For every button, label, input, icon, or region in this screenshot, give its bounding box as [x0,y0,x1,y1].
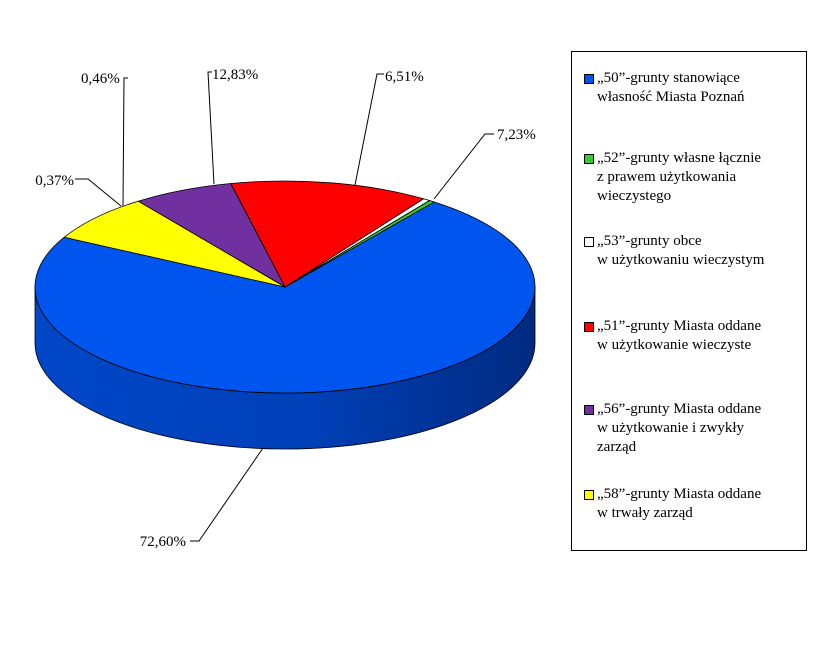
leader-line-52 [75,178,122,207]
legend-swatch-53 [584,237,594,247]
pie-tops [34,180,536,394]
value-labels: 72,60% 0,37% 0,46% 12,83% 6,51% 7,23% [35,67,536,550]
pie-slice-50 [34,201,536,394]
value-label-52: 0,37% [35,173,74,189]
value-label-51: 12,83% [212,67,258,83]
legend-swatch-58 [584,490,594,500]
legend-swatch-50 [584,74,594,84]
legend-swatch-52 [584,154,594,164]
legend-label-56: „56”-grunty Miasta oddane w użytkowanie … [597,401,762,455]
leader-lines [75,71,494,542]
value-label-50: 72,60% [140,534,186,550]
legend-label-50: „50”-grunty stanowiące własność Miasta P… [597,70,745,105]
legend: „50”-grunty stanowiące własność Miasta P… [571,51,807,551]
pie-chart: 72,60% 0,37% 0,46% 12,83% 6,51% 7,23% [34,67,536,550]
legend-label-53: „53”-grunty obce w użytkowaniu wieczysty… [597,233,765,268]
leader-line-51 [207,71,215,185]
legend-item-52: „52”-grunty własne łącznie z prawem użyt… [584,149,804,206]
leader-line-50 [190,447,264,542]
legend-item-56: „56”-grunty Miasta oddane w użytkowanie … [584,400,804,457]
leader-line-56 [354,73,384,186]
legend-item-58: „58”-grunty Miasta oddane w trwały zarzą… [584,485,804,523]
pie-slice-58 [63,200,286,288]
pie-slice-51 [230,180,425,288]
legend-label-51: „51”-grunty Miasta oddane w użytkowanie … [597,318,762,353]
legend-label-52: „52”-grunty własne łącznie z prawem użyt… [597,150,762,204]
legend-swatch-56 [584,405,594,415]
value-label-58: 7,23% [497,127,536,143]
legend-label-58: „58”-grunty Miasta oddane w trwały zarzą… [597,486,762,521]
legend-swatch-51 [584,322,594,332]
legend-item-53: „53”-grunty obce w użytkowaniu wieczysty… [584,232,804,270]
legend-item-50: „50”-grunty stanowiące własność Miasta P… [584,69,804,107]
leader-line-58 [433,133,494,200]
value-label-53: 0,46% [81,71,120,87]
legend-item-51: „51”-grunty Miasta oddane w użytkowanie … [584,317,804,355]
value-label-56: 6,51% [385,69,424,85]
leader-line-53 [122,77,128,207]
pie-chart-svg: 72,60% 0,37% 0,46% 12,83% 6,51% 7,23% [34,67,536,550]
